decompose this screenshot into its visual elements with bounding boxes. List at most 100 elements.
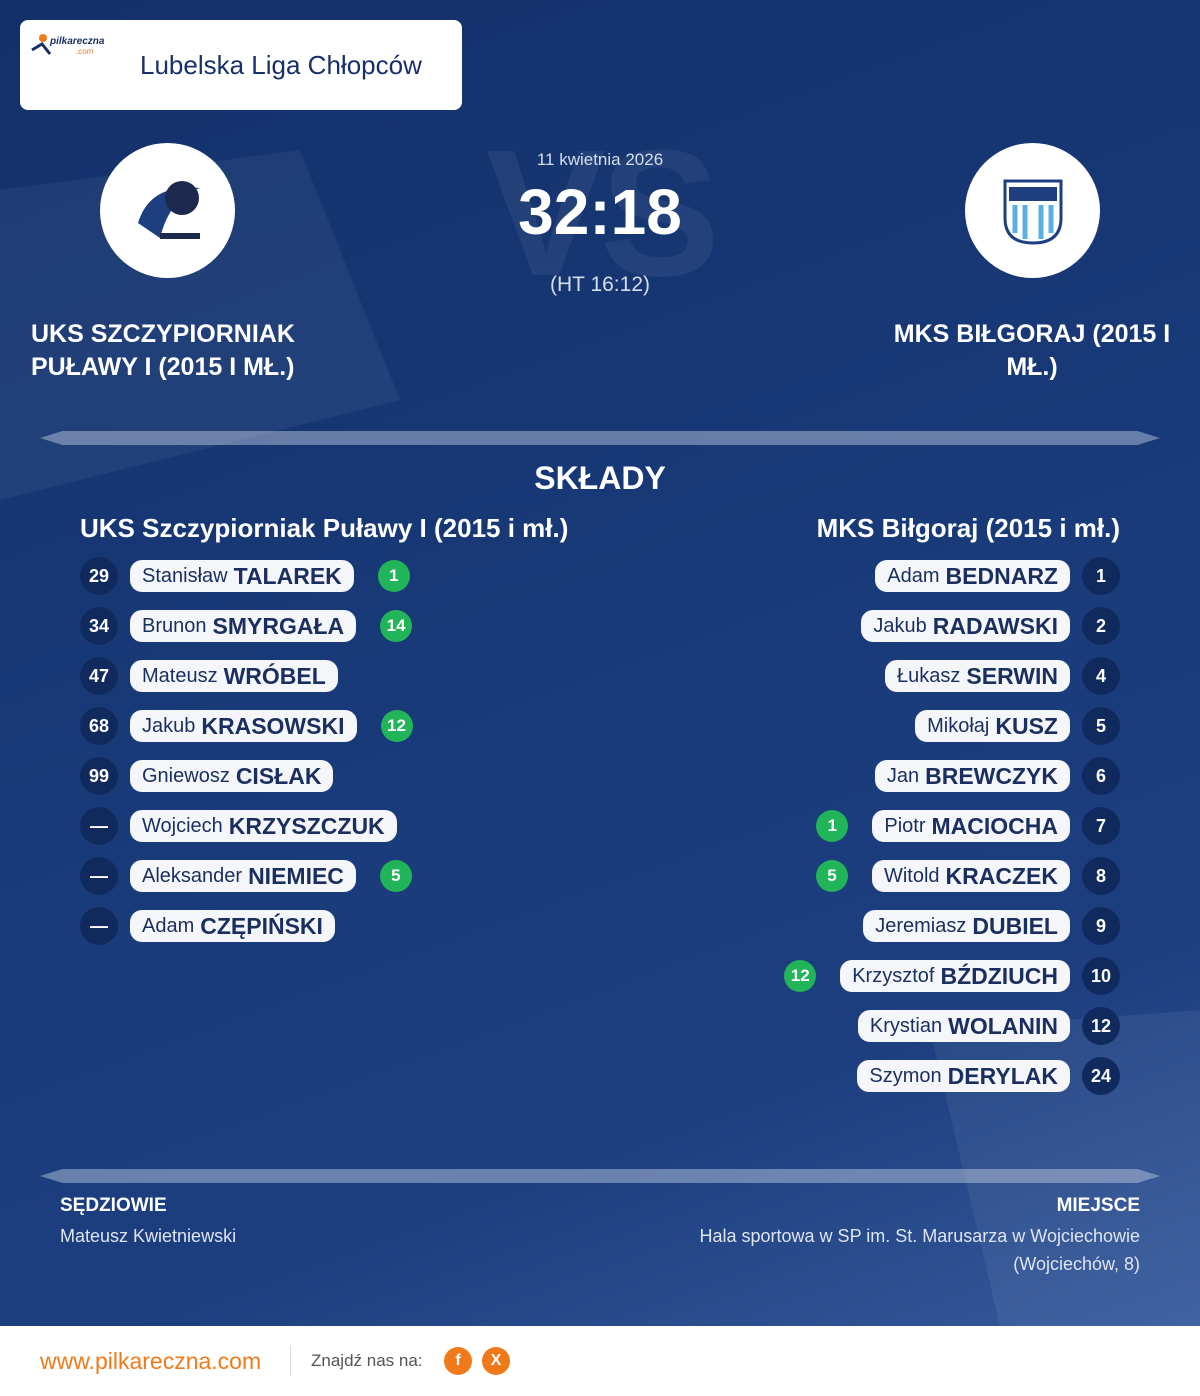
player-row: 12 Krystian WOLANIN xyxy=(857,1007,1120,1045)
last-name: KRASOWSKI xyxy=(201,712,345,739)
last-name: WOLANIN xyxy=(948,1012,1058,1039)
player-number: — xyxy=(80,907,118,945)
match-date: 11 kwietnia 2026 xyxy=(536,150,664,169)
last-name: BŹDZIUCH xyxy=(940,962,1058,989)
player-name: Brunon SMYRGAŁA xyxy=(130,610,357,642)
last-name: CZĘPIŃSKI xyxy=(200,912,323,939)
first-name: Wojciech xyxy=(142,814,223,837)
player-name: Szymon DERYLAK xyxy=(857,1060,1070,1092)
player-name: Aleksander NIEMIEC xyxy=(130,860,356,892)
player-number: 24 xyxy=(1082,1057,1120,1095)
logo-text: pilkareczna xyxy=(50,36,105,47)
first-name: Krystian xyxy=(869,1014,943,1037)
player-number: — xyxy=(80,807,118,845)
goals-badge: 14 xyxy=(380,610,413,642)
player-row: 8 Witold KRACZEK 5 xyxy=(815,857,1120,895)
player-name: Piotr MACIOCHA xyxy=(872,810,1070,842)
first-name: Jakub xyxy=(142,714,196,737)
player-row: 34 Brunon SMYRGAŁA 14 xyxy=(80,607,413,645)
home-crest xyxy=(100,143,235,278)
goals-badge: 1 xyxy=(816,810,849,842)
player-row: 4 Łukasz SERWIN xyxy=(885,657,1120,695)
player-number: 7 xyxy=(1082,807,1120,845)
first-name: Witold xyxy=(883,864,940,887)
player-number: 10 xyxy=(1082,957,1120,995)
footer xyxy=(0,1326,1200,1396)
player-number: — xyxy=(80,857,118,895)
player-number: 68 xyxy=(80,707,118,745)
first-name: Szymon xyxy=(869,1064,942,1087)
player-name: Adam CZĘPIŃSKI xyxy=(130,910,335,942)
facebook-icon[interactable]: f xyxy=(444,1347,472,1375)
player-row: 47 Mateusz WRÓBEL xyxy=(80,657,338,695)
first-name: Adam xyxy=(142,914,195,937)
player-name: Mateusz WRÓBEL xyxy=(130,660,338,692)
league-name: Lubelska Liga Chłopców xyxy=(140,50,422,80)
player-name: Jeremiasz DUBIEL xyxy=(863,910,1070,942)
goals-badge: 12 xyxy=(784,960,817,992)
player-name: Łukasz SERWIN xyxy=(885,660,1070,692)
last-name: CISŁAK xyxy=(235,762,322,789)
first-name: Adam xyxy=(887,564,940,587)
venue-label: MIEJSCE xyxy=(1056,1195,1140,1216)
lineups-title: SKŁADY xyxy=(534,460,666,496)
first-name: Krzysztof xyxy=(852,964,935,987)
last-name: DUBIEL xyxy=(972,912,1058,939)
player-number: 47 xyxy=(80,657,118,695)
player-row: 5 Mikołaj KUSZ xyxy=(915,707,1120,745)
player-number: 6 xyxy=(1082,757,1120,795)
home-team: UKS SZCZYPIORNIAK PUŁAWY I (2015 I MŁ.) xyxy=(31,320,295,381)
first-name: Jakub xyxy=(873,614,927,637)
player-row: 1 Adam BEDNARZ xyxy=(875,557,1120,595)
player-name: Stanisław TALAREK xyxy=(130,560,354,592)
last-name: WRÓBEL xyxy=(223,662,326,689)
player-row: — Aleksander NIEMIEC 5 xyxy=(80,857,412,895)
player-name: Krzysztof BŹDZIUCH xyxy=(840,960,1070,992)
player-row: 29 Stanisław TALAREK 1 xyxy=(80,557,410,595)
logo-icon xyxy=(31,34,52,55)
separator xyxy=(40,431,1160,445)
player-row: 24 Szymon DERYLAK xyxy=(857,1057,1120,1095)
home-crest-art xyxy=(138,181,200,239)
player-number: 9 xyxy=(1082,907,1120,945)
first-name: Mateusz xyxy=(142,664,218,687)
player-name: Adam BEDNARZ xyxy=(875,560,1070,592)
score: 32:18 xyxy=(518,176,682,248)
player-name: Witold KRACZEK xyxy=(871,860,1070,892)
player-row: 2 Jakub RADAWSKI xyxy=(861,607,1120,645)
player-row: 10 Krzysztof BŹDZIUCH 12 xyxy=(784,957,1120,995)
away-lineup-title: MKS Biłgoraj (2015 i mł.) xyxy=(816,513,1120,543)
home-lineup-title: UKS Szczypiorniak Puławy I (2015 i mł.) xyxy=(80,513,569,543)
site-link[interactable]: www.pilkareczna.com xyxy=(40,1348,262,1374)
player-row: 99 Gniewosz CISŁAK xyxy=(80,757,334,795)
last-name: KRZYSZCZUK xyxy=(228,812,385,839)
first-name: Stanisław xyxy=(142,564,228,587)
player-row: — Wojciech KRZYSZCZUK xyxy=(80,807,397,845)
player-number: 5 xyxy=(1082,707,1120,745)
first-name: Gniewosz xyxy=(142,764,230,787)
venue-name: Hala sportowa w SP im. St. Marusarza w W… xyxy=(699,1226,1141,1246)
player-number: 1 xyxy=(1082,557,1120,595)
x-icon[interactable]: X xyxy=(482,1347,510,1375)
separator xyxy=(40,1169,1160,1183)
away-crest xyxy=(965,143,1100,278)
player-number: 99 xyxy=(80,757,118,795)
player-number: 4 xyxy=(1082,657,1120,695)
referee: Mateusz Kwietniewski xyxy=(60,1226,237,1246)
player-row: 7 Piotr MACIOCHA 1 xyxy=(816,807,1120,845)
player-name: Jakub KRASOWSKI xyxy=(130,710,357,742)
first-name: Piotr xyxy=(884,814,926,837)
header-card xyxy=(20,20,462,110)
last-name: KRACZEK xyxy=(945,862,1058,889)
last-name: RADAWSKI xyxy=(932,612,1058,639)
goals-badge: 5 xyxy=(815,860,848,892)
player-name: Mikołaj KUSZ xyxy=(915,710,1070,742)
first-name: Jan xyxy=(886,764,920,787)
goals-badge: 1 xyxy=(377,560,410,592)
officials-label: SĘDZIOWIE xyxy=(60,1195,167,1216)
divider xyxy=(290,1346,291,1376)
player-number: 2 xyxy=(1082,607,1120,645)
player-number: 12 xyxy=(1082,1007,1120,1045)
player-name: Wojciech KRZYSZCZUK xyxy=(130,810,397,842)
